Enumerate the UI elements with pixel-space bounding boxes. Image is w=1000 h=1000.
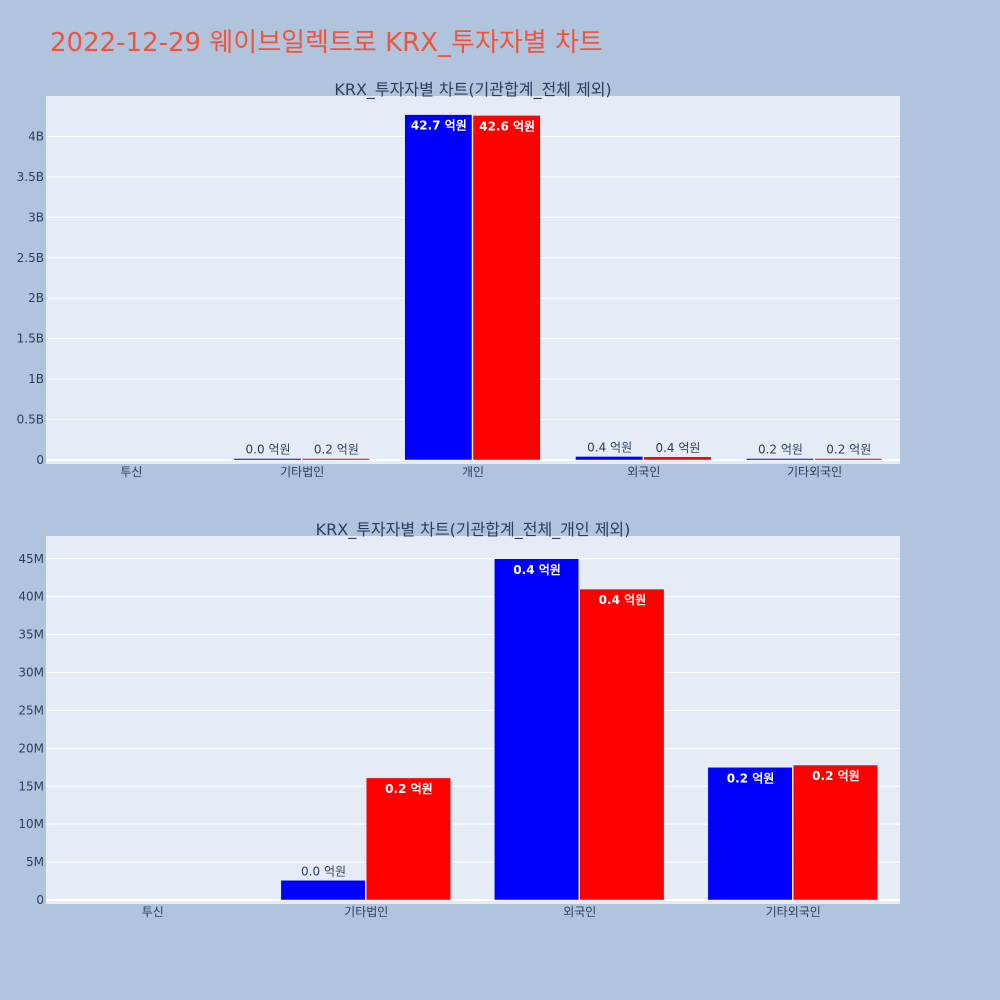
y-tick-label: 0: [36, 893, 44, 907]
bar: [301, 458, 370, 461]
chart-title: KRX_투자자별 차트(기관합계_전체_개인 제외): [316, 520, 631, 540]
y-tick-label: 45M: [18, 552, 44, 566]
data-label: 0.4 억원: [599, 593, 647, 607]
y-tick-label: 40M: [18, 590, 44, 604]
data-label: 0.4 억원: [513, 563, 561, 577]
data-label: 0.4 억원: [655, 441, 700, 455]
chart-title: KRX_투자자별 차트(기관합계_전체 제외): [334, 80, 611, 100]
data-label: 0.2 억원: [385, 782, 433, 796]
y-tick-label: 3B: [28, 210, 44, 224]
data-label: 0.0 억원: [246, 443, 291, 457]
bar: [233, 458, 302, 461]
y-tick-label: 30M: [18, 666, 44, 680]
y-tick-label: 0: [36, 453, 44, 467]
y-tick-label: 15M: [18, 779, 44, 793]
data-label: 0.2 억원: [812, 769, 860, 783]
x-tick-label: 기타외국인: [787, 465, 842, 479]
x-tick-label: 투신: [142, 905, 164, 919]
y-tick-label: 4B: [28, 129, 44, 143]
data-label: 42.7 억원: [411, 119, 467, 133]
data-label: 0.2 억원: [314, 443, 359, 457]
y-tick-label: 2.5B: [17, 251, 44, 265]
data-label: 0.2 억원: [727, 771, 775, 785]
data-label: 0.2 억원: [826, 443, 871, 457]
y-tick-label: 2B: [28, 291, 44, 305]
bar: [404, 114, 473, 461]
bar: [707, 767, 793, 901]
x-tick-label: 투신: [120, 465, 142, 479]
data-label: 42.6 억원: [479, 119, 535, 133]
bar: [494, 558, 580, 901]
data-label: 0.4 억원: [587, 440, 632, 454]
bar: [793, 764, 878, 901]
x-tick-label: 기타법인: [280, 465, 324, 479]
x-tick-label: 기타법인: [344, 905, 388, 919]
x-tick-label: 외국인: [563, 905, 596, 919]
y-tick-label: 5M: [26, 855, 44, 869]
data-label: 0.0 억원: [301, 864, 346, 878]
y-tick-label: 35M: [18, 628, 44, 642]
bar: [746, 458, 814, 461]
bar: [472, 115, 541, 461]
bar: [643, 456, 712, 461]
page-title: 2022-12-29 웨이브일렉트로 KRX_투자자별 차트: [50, 28, 603, 58]
y-tick-label: 25M: [18, 703, 44, 717]
y-tick-label: 10M: [18, 817, 44, 831]
x-tick-label: 개인: [462, 465, 484, 479]
bar: [579, 588, 665, 901]
bar: [280, 880, 366, 901]
x-tick-label: 기타외국인: [766, 905, 821, 919]
data-label: 0.2 억원: [758, 443, 803, 457]
bar: [814, 458, 883, 461]
x-tick-label: 외국인: [627, 465, 660, 479]
y-tick-label: 0.5B: [17, 413, 44, 427]
bar: [366, 777, 451, 901]
y-tick-label: 1.5B: [17, 332, 44, 346]
bar: [575, 456, 644, 461]
y-tick-label: 3.5B: [17, 170, 44, 184]
y-tick-label: 20M: [18, 741, 44, 755]
y-tick-label: 1B: [28, 372, 44, 386]
